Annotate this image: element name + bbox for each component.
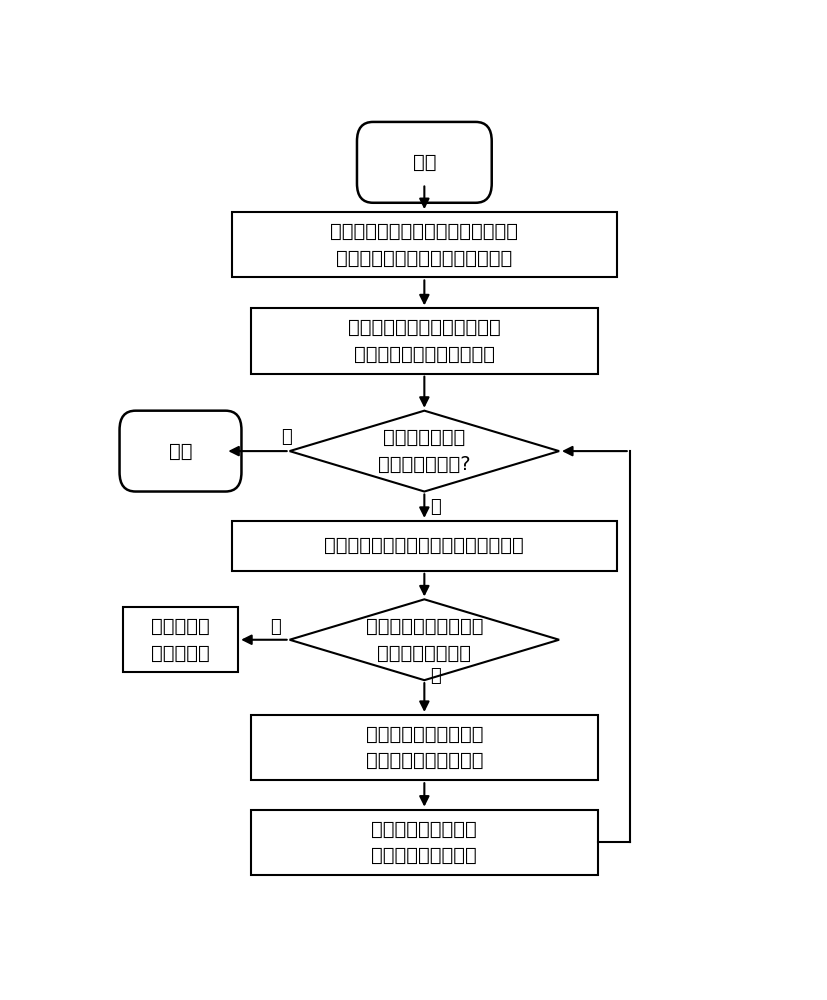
Text: 存在沉降空间和
剩余传感器节点?: 存在沉降空间和 剩余传感器节点?	[378, 428, 470, 474]
FancyBboxPatch shape	[356, 122, 491, 203]
FancyBboxPatch shape	[232, 212, 616, 277]
FancyBboxPatch shape	[122, 607, 238, 672]
Text: 一定数量汇聚节点和大量水下传感器
节点随机均匀部署于目标水域表面: 一定数量汇聚节点和大量水下传感器 节点随机均匀部署于目标水域表面	[330, 222, 518, 267]
Text: 否: 否	[429, 667, 440, 685]
FancyBboxPatch shape	[232, 521, 616, 571]
Polygon shape	[289, 411, 558, 492]
Text: 是: 是	[429, 498, 440, 516]
Text: 生成泰森图，求泰森多边形的平均面积: 生成泰森图，求泰森多边形的平均面积	[324, 536, 523, 555]
Text: 否: 否	[280, 428, 291, 446]
Polygon shape	[289, 599, 558, 680]
Text: 根据下沉深度计算公式
对被选择节点进行沉降: 根据下沉深度计算公式 对被选择节点进行沉降	[366, 725, 482, 770]
Text: 以汇聚节点的状态确定第一层
水下传感器节点的下沉深度: 以汇聚节点的状态确定第一层 水下传感器节点的下沉深度	[347, 318, 500, 364]
Text: 节点状态进行更新，
准备新一轮深度调节: 节点状态进行更新， 准备新一轮深度调节	[371, 820, 476, 865]
Text: 是: 是	[270, 618, 280, 636]
Text: 结束: 结束	[169, 442, 192, 461]
FancyBboxPatch shape	[251, 715, 597, 780]
Text: 开始: 开始	[412, 153, 436, 172]
FancyBboxPatch shape	[251, 308, 597, 374]
Text: 节点生成的泰森多边形
面积大于平均面积: 节点生成的泰森多边形 面积大于平均面积	[366, 617, 482, 662]
Text: 节点保持当
前位置不变: 节点保持当 前位置不变	[151, 617, 209, 662]
FancyBboxPatch shape	[119, 411, 241, 492]
FancyBboxPatch shape	[251, 810, 597, 875]
